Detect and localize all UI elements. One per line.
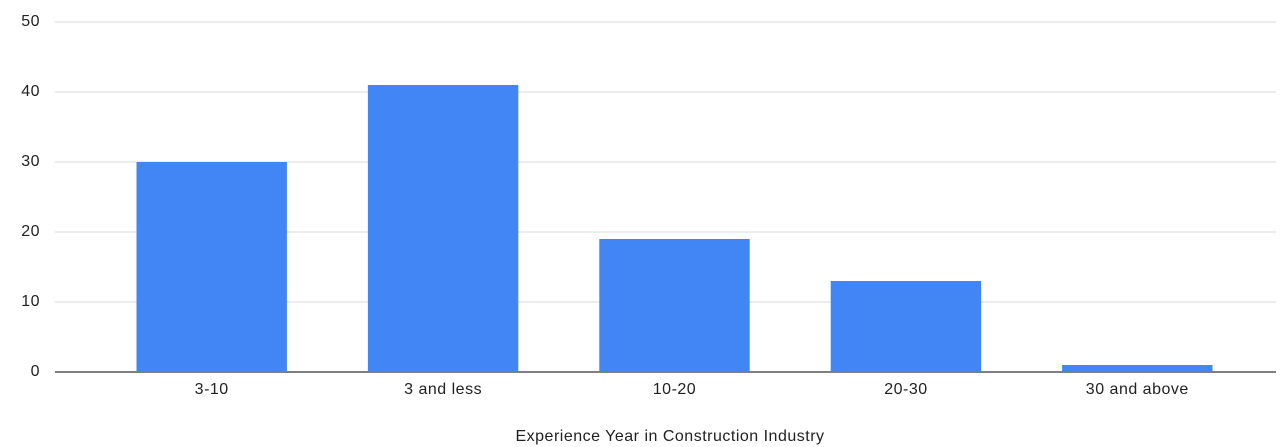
bar bbox=[599, 239, 750, 372]
y-tick-label: 20 bbox=[21, 223, 40, 240]
x-tick-label: 10-20 bbox=[653, 381, 696, 398]
bar bbox=[136, 162, 287, 372]
y-tick-label: 10 bbox=[21, 293, 40, 310]
bar bbox=[367, 85, 519, 372]
x-tick-label: 3-10 bbox=[195, 381, 229, 398]
x-tick-label: 30 and above bbox=[1086, 381, 1189, 398]
bar bbox=[1062, 365, 1213, 372]
y-tick-label: 50 bbox=[21, 13, 40, 30]
x-axis-title: Experience Year in Construction Industry bbox=[515, 428, 824, 445]
bar bbox=[830, 281, 982, 372]
x-tick-label: 3 and less bbox=[404, 381, 482, 398]
x-tick-label: 20-30 bbox=[884, 381, 927, 398]
y-tick-label: 40 bbox=[21, 83, 40, 100]
y-tick-label: 30 bbox=[21, 153, 40, 170]
y-tick-label: 0 bbox=[31, 363, 40, 380]
